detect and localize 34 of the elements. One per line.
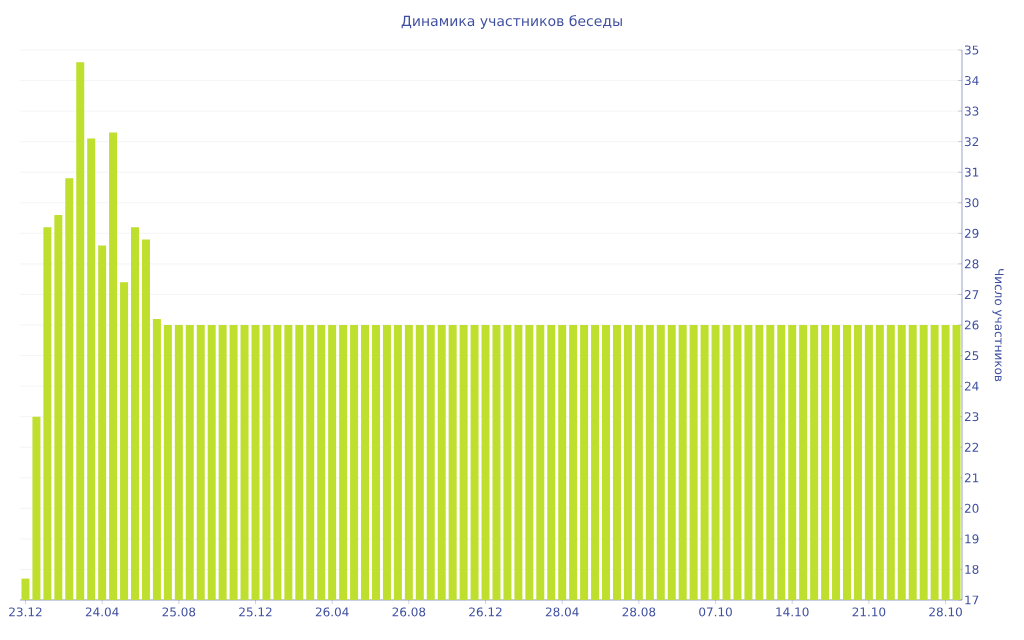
x-tick-label: 28.04: [545, 607, 579, 617]
x-tick-label: 26.04: [315, 607, 349, 617]
x-tick-label: 23.12: [9, 607, 42, 617]
x-tick-label: 28.10: [929, 607, 962, 617]
y-tick-label: 30: [964, 198, 979, 208]
x-tick-label: 25.08: [162, 607, 196, 617]
x-tick-label: 26.12: [469, 607, 502, 617]
y-tick-label: 23: [964, 412, 979, 422]
y-tick-label: 19: [965, 534, 979, 544]
y-tick-label: 21: [964, 473, 979, 483]
chart-title: Динамика участников беседы: [401, 15, 622, 29]
y-tick-label: 31: [964, 167, 979, 177]
y-tick-label: 33: [964, 106, 979, 116]
x-tick-label: 28.08: [622, 607, 656, 617]
x-tick-label: 07.10: [699, 607, 732, 617]
y-tick-label: 28: [964, 259, 979, 269]
x-tick-label: 21.10: [852, 607, 886, 617]
y-tick-label: 29: [964, 228, 979, 238]
x-tick-label: 14.10: [776, 607, 809, 617]
x-tick-label: 26.08: [392, 607, 426, 617]
y-tick-label: 34: [964, 76, 979, 86]
y-tick-label: 35: [964, 45, 979, 55]
y-axis-title: Число участников: [992, 269, 1004, 382]
y-tick-label: 32: [964, 137, 979, 147]
x-tick-label: 24.04: [85, 607, 119, 617]
y-tick-label: 20: [964, 503, 979, 513]
y-tick-label: 18: [965, 564, 979, 574]
x-tick-label: 25.12: [239, 607, 272, 617]
y-tick-label: 22: [964, 442, 979, 452]
y-tick-label: 26: [964, 320, 979, 330]
y-tick-label: 17: [965, 595, 979, 605]
y-tick-label: 24: [964, 381, 979, 391]
y-tick-label: 27: [964, 289, 979, 299]
y-tick-label: 25: [964, 351, 979, 361]
